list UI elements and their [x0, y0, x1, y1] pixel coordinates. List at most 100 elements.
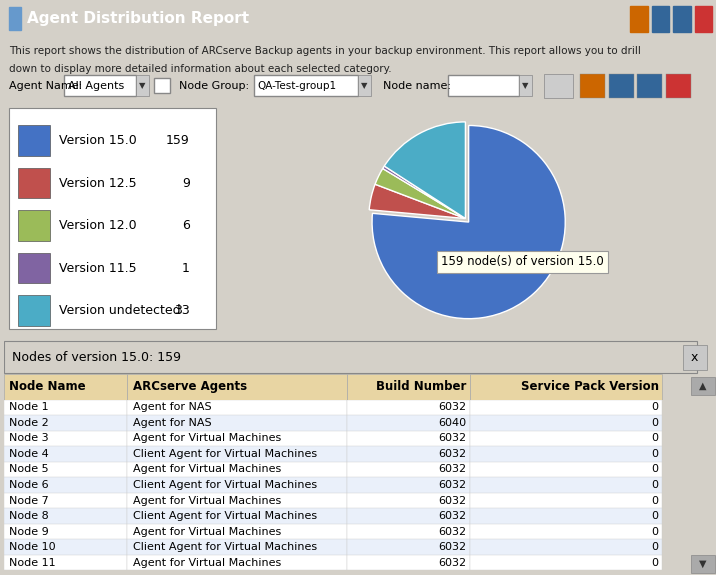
Bar — [544, 74, 573, 98]
Bar — [470, 524, 662, 539]
Bar — [4, 431, 127, 446]
Text: Version 12.5: Version 12.5 — [59, 177, 136, 190]
Bar — [4, 462, 127, 477]
Bar — [347, 524, 470, 539]
Bar — [691, 555, 715, 573]
Text: Node 2: Node 2 — [9, 418, 49, 428]
Text: 6032: 6032 — [438, 465, 467, 474]
Bar — [4, 415, 127, 431]
Bar — [666, 74, 691, 98]
Bar — [470, 415, 662, 431]
Text: 6032: 6032 — [438, 480, 467, 490]
Text: Agent Name:: Agent Name: — [9, 81, 82, 91]
Text: ▼: ▼ — [361, 81, 368, 90]
Bar — [347, 493, 470, 508]
Bar — [470, 446, 662, 462]
Text: Node Group:: Node Group: — [179, 81, 249, 91]
Bar — [691, 377, 715, 395]
Text: Agent for NAS: Agent for NAS — [132, 402, 211, 412]
Text: Node 11: Node 11 — [9, 558, 56, 568]
FancyBboxPatch shape — [448, 75, 519, 96]
Text: Version 12.0: Version 12.0 — [59, 219, 136, 232]
Text: Agent for NAS: Agent for NAS — [132, 418, 211, 428]
Text: Node 9: Node 9 — [9, 527, 49, 536]
Bar — [18, 168, 50, 198]
Text: 9: 9 — [182, 177, 190, 190]
Text: 33: 33 — [174, 304, 190, 317]
Bar — [127, 493, 347, 508]
Text: ▼: ▼ — [699, 559, 707, 569]
Wedge shape — [384, 122, 465, 218]
Bar — [18, 295, 50, 326]
Bar — [4, 524, 127, 539]
Bar — [4, 539, 127, 555]
Text: 6040: 6040 — [438, 418, 467, 428]
Text: 159 node(s) of version 15.0: 159 node(s) of version 15.0 — [441, 255, 604, 269]
Bar — [470, 400, 662, 415]
Text: 0: 0 — [652, 402, 659, 412]
Text: 6032: 6032 — [438, 449, 467, 459]
Bar — [347, 431, 470, 446]
Bar — [127, 446, 347, 462]
Bar — [9, 108, 216, 329]
Bar — [470, 493, 662, 508]
Text: 0: 0 — [652, 496, 659, 505]
Text: down to display more detailed information about each selected category.: down to display more detailed informatio… — [9, 64, 391, 74]
Text: Node 7: Node 7 — [9, 496, 49, 505]
Bar — [470, 374, 662, 400]
Bar — [4, 555, 127, 570]
Bar — [580, 74, 605, 98]
Text: This report shows the distribution of ARCserve Backup agents in your backup envi: This report shows the distribution of AR… — [9, 46, 641, 56]
Bar — [695, 6, 712, 32]
FancyBboxPatch shape — [254, 75, 358, 96]
Text: ▲: ▲ — [699, 381, 707, 391]
Text: Node 1: Node 1 — [9, 402, 49, 412]
Text: 0: 0 — [652, 511, 659, 521]
Bar — [470, 539, 662, 555]
Bar — [347, 400, 470, 415]
Bar — [347, 508, 470, 524]
Bar — [347, 539, 470, 555]
Text: 0: 0 — [652, 449, 659, 459]
Bar — [470, 508, 662, 524]
Text: x: x — [691, 351, 698, 363]
Bar — [347, 446, 470, 462]
Text: Service Pack Version: Service Pack Version — [521, 381, 659, 393]
Text: ARCserve Agents: ARCserve Agents — [132, 381, 246, 393]
Bar — [9, 7, 21, 30]
Text: 0: 0 — [652, 418, 659, 428]
Text: 0: 0 — [652, 527, 659, 536]
Wedge shape — [383, 166, 465, 218]
Text: Client Agent for Virtual Machines: Client Agent for Virtual Machines — [132, 511, 316, 521]
Text: Node 5: Node 5 — [9, 465, 49, 474]
Bar — [470, 431, 662, 446]
Bar — [18, 210, 50, 241]
Text: 0: 0 — [652, 542, 659, 552]
Bar — [127, 539, 347, 555]
Text: Version 11.5: Version 11.5 — [59, 262, 136, 274]
Text: QA-Test-group1: QA-Test-group1 — [258, 81, 337, 91]
Text: 6032: 6032 — [438, 434, 467, 443]
Wedge shape — [372, 125, 565, 319]
FancyBboxPatch shape — [64, 75, 136, 96]
Bar — [470, 477, 662, 493]
Text: 6032: 6032 — [438, 402, 467, 412]
Text: 6032: 6032 — [438, 542, 467, 552]
Bar — [637, 74, 662, 98]
Text: 6032: 6032 — [438, 558, 467, 568]
Text: Agent for Virtual Machines: Agent for Virtual Machines — [132, 496, 281, 505]
Text: ▼: ▼ — [139, 81, 146, 90]
Text: Nodes of version 15.0: 159: Nodes of version 15.0: 159 — [12, 351, 181, 363]
Bar — [127, 374, 347, 400]
Text: Agent Distribution Report: Agent Distribution Report — [27, 11, 249, 26]
Bar — [127, 415, 347, 431]
Text: 1: 1 — [182, 262, 190, 274]
Bar — [127, 462, 347, 477]
Bar — [682, 344, 707, 370]
Text: Agent for Virtual Machines: Agent for Virtual Machines — [132, 558, 281, 568]
Text: Node 8: Node 8 — [9, 511, 49, 521]
Text: 0: 0 — [652, 465, 659, 474]
Bar — [127, 524, 347, 539]
Bar — [652, 6, 669, 32]
Bar — [470, 555, 662, 570]
